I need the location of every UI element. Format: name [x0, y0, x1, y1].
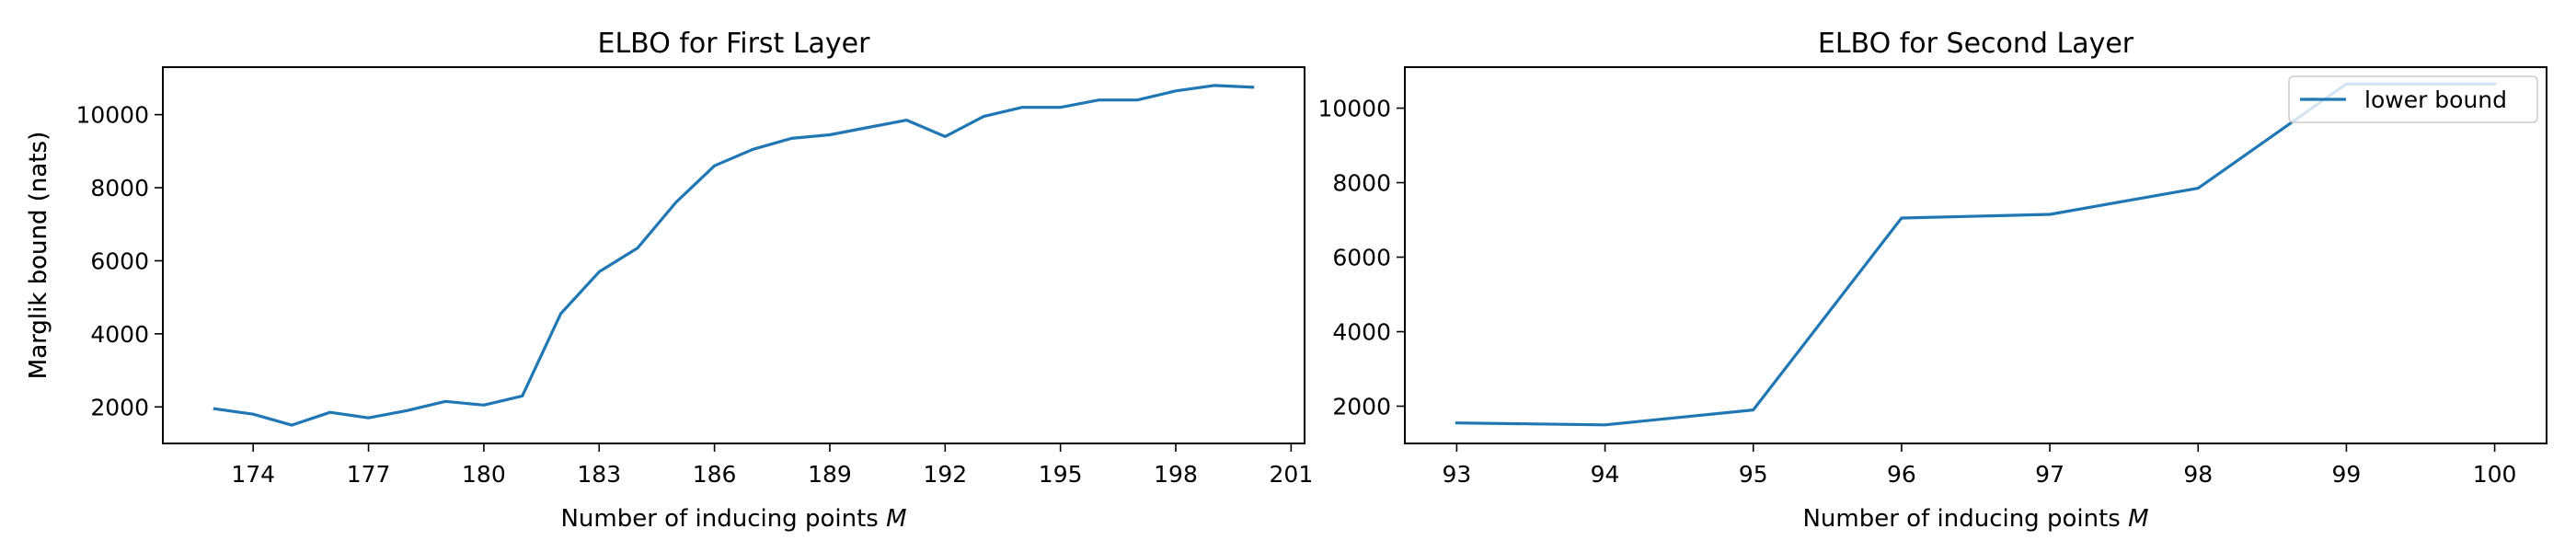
data-point: [674, 201, 678, 204]
data-point: [943, 134, 947, 138]
data-point: [982, 115, 985, 119]
data-point: [1097, 98, 1100, 102]
y-tick-label: 10000: [75, 102, 149, 129]
series-line-2-1: [1455, 82, 2497, 427]
data-point: [751, 147, 754, 151]
x-tick-label: 100: [2473, 461, 2517, 488]
x-axis-label: Number of inducing points M: [560, 505, 906, 533]
data-point: [1020, 106, 1024, 109]
data-point: [1135, 98, 1139, 102]
x-axis-label-text: Number of inducing points: [1802, 505, 2128, 533]
x-tick-label: 180: [462, 461, 506, 488]
x-tick-label: 174: [231, 461, 275, 488]
data-point: [328, 410, 332, 414]
x-tick-label: 98: [2183, 461, 2213, 488]
x-tick-label: 99: [2332, 461, 2362, 488]
legend-box: [2288, 75, 2538, 123]
x-tick-label: 95: [1739, 461, 1768, 488]
data-point: [789, 136, 793, 140]
data-point: [1752, 408, 1755, 412]
x-axis-label-text: Number of inducing points: [560, 505, 886, 533]
x-tick-label: 93: [1443, 461, 1472, 488]
chart-title: ELBO for First Layer: [598, 28, 871, 60]
y-axis-label: Marglik bound (nats): [25, 132, 52, 379]
data-point: [213, 407, 216, 410]
y-tick-label: 4000: [90, 321, 149, 348]
y-tick-label: 10000: [1317, 96, 1391, 122]
data-point: [482, 403, 486, 407]
data-point: [828, 132, 832, 136]
x-tick-label: 183: [577, 461, 621, 488]
x-tick-label: 189: [808, 461, 852, 488]
legend-label: lower bound: [2364, 86, 2507, 113]
data-point: [1059, 106, 1063, 109]
chart-panel-1: ELBO for First Layer 174 177 180 183 186 189 19…: [25, 28, 1313, 533]
data-point: [1251, 86, 1255, 89]
y-tick-label: 4000: [1332, 319, 1391, 346]
legend: lower bound: [2288, 75, 2538, 123]
data-point: [905, 119, 909, 122]
x-tick-label: 198: [1154, 461, 1198, 488]
plot-area-frame: [162, 66, 1305, 444]
x-axis-label: Number of inducing points M: [1802, 505, 2148, 533]
x-tick-label: 96: [1887, 461, 1916, 488]
series-line-1-1: [213, 84, 1255, 427]
data-point: [713, 164, 717, 167]
x-tick-label: 192: [923, 461, 967, 488]
y-axis-label: Marglik bound (nats): [25, 132, 52, 379]
data-point: [1455, 421, 1458, 425]
y-tick-label: 8000: [90, 175, 149, 201]
data-point: [597, 270, 601, 273]
plot-area-frame: [1404, 66, 2547, 444]
data-point: [405, 408, 408, 412]
data-point: [521, 394, 524, 397]
x-axis-label-variable: M: [2128, 505, 2148, 533]
data-point: [2048, 213, 2052, 216]
x-tick-label: 97: [2035, 461, 2064, 488]
data-point: [290, 423, 293, 427]
data-point: [867, 126, 870, 130]
data-point: [558, 312, 562, 316]
x-tick-label: 94: [1591, 461, 1620, 488]
y-tick-label: 6000: [90, 247, 149, 274]
y-tick-label: 6000: [1332, 245, 1391, 271]
data-point: [251, 412, 255, 416]
x-tick-label: 195: [1039, 461, 1083, 488]
x-axis-label-variable: M: [886, 505, 906, 533]
data-point: [443, 399, 447, 403]
data-point: [1213, 84, 1216, 87]
x-tick-label: 201: [1270, 461, 1314, 488]
y-tick-label: 2000: [1332, 394, 1391, 420]
x-tick-label: 177: [347, 461, 391, 488]
x-tick-label: 186: [693, 461, 737, 488]
y-tick-label: 2000: [90, 394, 149, 420]
data-point: [636, 247, 639, 250]
data-point: [2196, 187, 2200, 190]
chart-panel-2: ELBO for Second Layer 93 94 95 96 97 98 99 100 20…: [25, 28, 2547, 533]
data-point: [367, 416, 371, 420]
data-point: [1900, 216, 1903, 220]
y-tick-label: 8000: [1332, 170, 1391, 197]
data-point: [1174, 89, 1178, 93]
data-point: [1604, 423, 1607, 427]
chart-title: ELBO for Second Layer: [1818, 28, 2134, 60]
